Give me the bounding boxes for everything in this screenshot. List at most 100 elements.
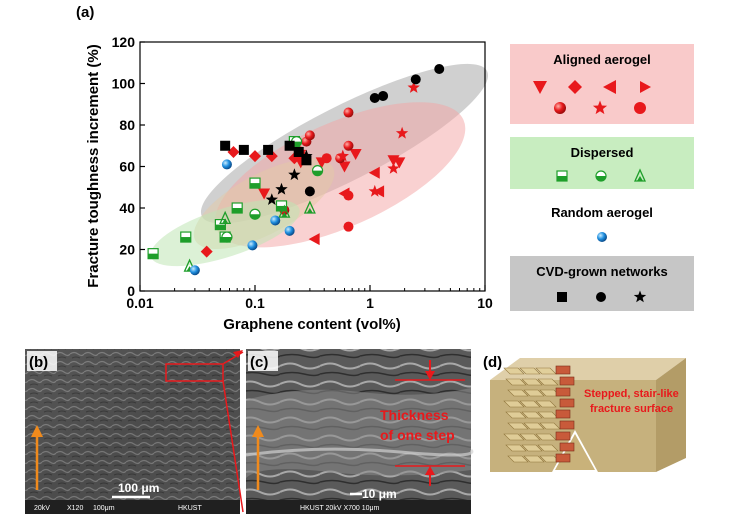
scale-bar-label-b: 100 μm: [118, 481, 159, 495]
stair-step: [559, 398, 575, 408]
stair-tile: [537, 378, 559, 386]
stair-step: [555, 431, 571, 441]
data-point-cvd-grown-networks-star: [288, 168, 301, 181]
x-tick-label: 0.1: [245, 295, 265, 311]
direction-arrowhead-b: [31, 425, 43, 437]
data-point-cvd-grown-networks-circle: [369, 93, 380, 104]
data-point-cvd-grown-networks-square: [301, 155, 312, 166]
x-axis: 0.01 0.1 1 10: [126, 285, 493, 311]
stair-tile: [537, 444, 559, 452]
direction-arrowhead-c: [252, 425, 264, 437]
scale-bar-label-c: 10 μm: [362, 487, 397, 501]
stair-tile: [521, 378, 543, 386]
stair-step: [555, 387, 571, 397]
data-point-dispersed-triangle: [278, 204, 291, 218]
stair-tile: [523, 455, 545, 463]
data-point-cvd-grown-networks-square: [284, 140, 295, 151]
data-point-random-aerogel-sphere: [189, 265, 200, 276]
legend-marker-aligned-triangle-down: [533, 81, 547, 94]
panel-label-b: (b): [29, 354, 48, 371]
x-axis-title: Graphene content (vol%): [223, 316, 401, 333]
data-point-aligned-aerogel-triangle-down: [393, 157, 406, 169]
data-point-aligned-aerogel-triangle-down: [338, 161, 351, 173]
data-point-aligned-aerogel-triangle-down: [349, 149, 362, 161]
footer-bar-label-b: 100μm: [93, 505, 115, 512]
stair-tile: [507, 389, 529, 397]
data-point-random-aerogel-sphere: [270, 215, 281, 226]
stair-tile: [523, 389, 545, 397]
panel-b: 100 μm 20kV X120 100μm HKUST (b): [25, 349, 244, 514]
y-tick-label: 100: [112, 76, 136, 92]
y-tick-label: 0: [127, 283, 135, 299]
legend-marker-dispersed-half-circle: [595, 170, 607, 182]
data-point-dispersed-half-square: [214, 219, 226, 231]
data-point-aligned-aerogel-star: [395, 126, 409, 139]
legend-marker-random-sphere: [597, 232, 607, 242]
x-tick-label: 10: [477, 295, 493, 311]
stair-tile: [505, 378, 527, 386]
data-point-aligned-aerogel-sphere: [343, 107, 354, 118]
data-point-cvd-grown-networks-circle: [410, 74, 421, 85]
stair-tile: [505, 444, 527, 452]
panel-label-c: (c): [250, 354, 268, 371]
data-point-aligned-aerogel-filled-circle: [321, 153, 332, 164]
stair-tile: [523, 422, 545, 430]
stair-annotation-line2: fracture surface: [590, 403, 673, 415]
data-point-cvd-grown-networks-square: [263, 144, 274, 155]
data-point-dispersed-triangle: [303, 200, 316, 214]
data-point-aligned-aerogel-star: [368, 184, 381, 197]
legend-dispersed-title: Dispersed: [571, 145, 634, 160]
data-point-random-aerogel-sphere: [247, 240, 258, 251]
footer-kv-b: 20kV: [34, 505, 50, 512]
stair-tile: [503, 367, 525, 375]
legend-marker-aligned-sphere: [554, 102, 566, 114]
y-tick-label: 40: [119, 200, 135, 216]
data-point-aligned-aerogel-diamond: [200, 245, 213, 258]
stair-tile: [503, 433, 525, 441]
data-point-dispersed-half-square: [180, 231, 192, 243]
legend-marker-cvd-square: [557, 292, 567, 302]
zoom-box-b: [165, 363, 224, 382]
y-tick-label: 120: [112, 34, 136, 50]
panel-c: Thickness of one step 10 μm HKUST 20kV X…: [245, 349, 474, 514]
stair-tile: [519, 433, 541, 441]
stair-step: [559, 420, 575, 430]
stair-tile: [507, 422, 529, 430]
data-point-aligned-aerogel-triangle-left: [368, 166, 380, 179]
data-point-cvd-grown-networks-circle: [378, 90, 389, 101]
stair-tile: [507, 455, 529, 463]
footer-bar-c: [246, 500, 471, 514]
stair-tile: [521, 411, 543, 419]
legend-cvd-title: CVD-grown networks: [536, 264, 667, 279]
data-point-aligned-aerogel-filled-circle: [343, 190, 354, 201]
stair-annotation-line1: Stepped, stair-like: [584, 388, 679, 400]
legend-random-title: Random aerogel: [551, 205, 653, 220]
data-point-aligned-aerogel-triangle-down: [258, 188, 271, 200]
stair-tile: [521, 444, 543, 452]
stair-tile: [505, 411, 527, 419]
data-points: [147, 63, 445, 276]
stair-step: [555, 365, 571, 375]
y-tick-label: 60: [119, 159, 135, 175]
legend-marker: [640, 81, 651, 93]
data-point-dispersed-half-circle: [221, 231, 233, 243]
panel-d: (d) Stepped, stair-like fracture surface: [483, 354, 686, 472]
data-point-aligned-aerogel-star: [336, 149, 349, 162]
data-point-random-aerogel-sphere: [221, 159, 232, 170]
data-point-cvd-grown-networks-star: [265, 193, 278, 205]
data-point-random-aerogel-sphere: [284, 225, 295, 236]
data-point-dispersed-half-circle: [311, 165, 324, 177]
y-axis-title: Fracture toughness increment (%): [85, 44, 102, 287]
panel-label-d: (d): [483, 354, 502, 371]
legend-marker-dispersed-triangle: [633, 168, 647, 182]
data-point-aligned-aerogel-diamond: [227, 145, 240, 158]
panel-a: 0 20 40 60 80 100 120 0.01 0.1 1 10 Fracture toug…: [85, 34, 694, 333]
data-point-cvd-grown-networks-star: [300, 149, 313, 162]
x-tick-label: 1: [366, 295, 374, 311]
zoom-arrowhead-b: [233, 350, 243, 358]
data-point-dispersed-half-square: [275, 200, 288, 212]
zoom-line-b-bottom: [222, 380, 244, 513]
stair-step: [559, 376, 575, 386]
footer-bar-b: [25, 500, 240, 514]
legend-marker-aligned-star: [592, 100, 608, 115]
